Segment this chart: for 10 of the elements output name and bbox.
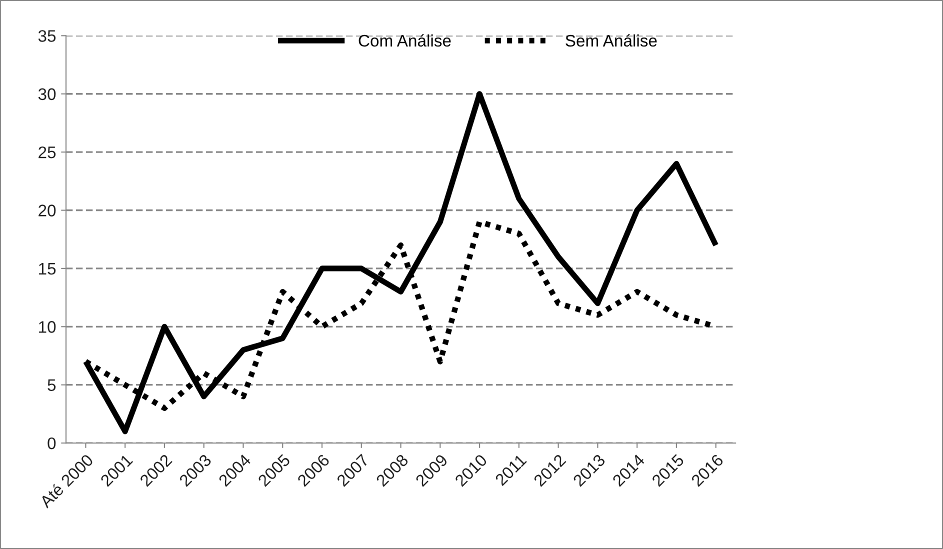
y-tick-label: 0 xyxy=(48,437,56,450)
y-tick-label: 10 xyxy=(39,321,56,333)
y-tick-label: 20 xyxy=(38,204,56,216)
y-tick-label: 15 xyxy=(39,263,56,275)
y-tick-label: 5 xyxy=(48,379,56,392)
y-tick-label: 25 xyxy=(38,146,56,158)
y-tick-label: 35 xyxy=(38,30,56,42)
legend-label: Sem Análise xyxy=(566,34,657,47)
legend-label: Com Análise xyxy=(358,34,451,47)
y-tick-label: 30 xyxy=(38,88,56,100)
